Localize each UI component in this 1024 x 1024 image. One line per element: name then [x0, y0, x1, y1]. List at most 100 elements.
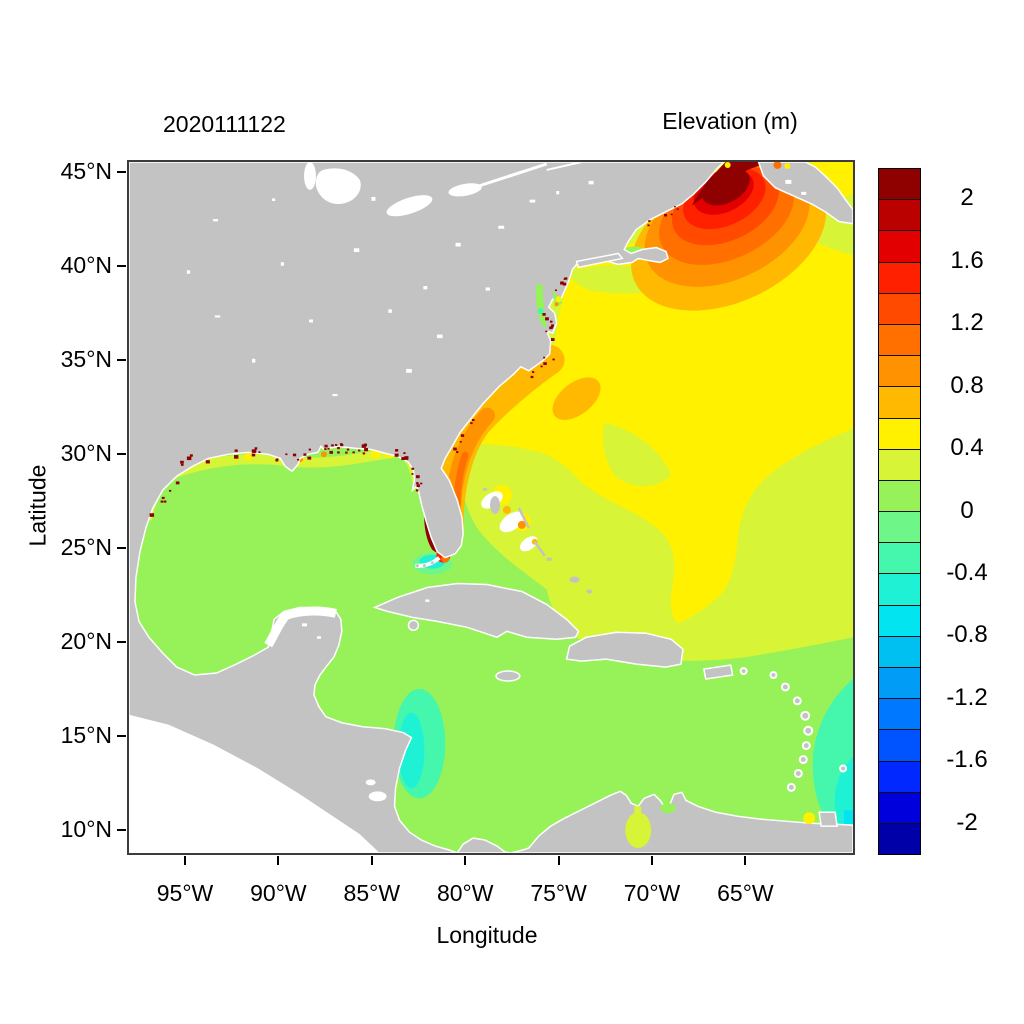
colorbar-tick-label: -0.8	[946, 621, 988, 649]
speckle	[180, 463, 184, 466]
fundy-top-speck1	[724, 162, 731, 168]
speckle	[530, 375, 534, 379]
speckle	[562, 282, 567, 286]
y-tick-mark	[117, 453, 126, 455]
speckle	[362, 452, 366, 455]
speckle	[346, 448, 350, 451]
land-fleck	[388, 309, 392, 313]
land-fleck	[214, 315, 221, 318]
speckle	[364, 448, 369, 452]
island-puerto-rico	[702, 664, 734, 680]
speckle	[308, 448, 311, 451]
timestamp-title: 2020111122	[163, 111, 286, 137]
fundy-core	[701, 168, 750, 206]
colorbar-cell	[879, 169, 920, 200]
speckle	[358, 449, 361, 452]
speckle	[664, 213, 668, 217]
speckle	[416, 484, 420, 488]
land-fleck	[556, 191, 560, 195]
speckle	[460, 434, 465, 437]
island-hispaniola	[565, 631, 684, 668]
colorbar-tick-label: -2	[956, 808, 978, 836]
land-fleck	[213, 219, 219, 222]
lake-maracaibo	[625, 803, 676, 849]
speckle	[324, 448, 327, 451]
speckle	[337, 451, 340, 454]
colorbar-cell	[879, 698, 920, 730]
colorbar-cell	[879, 542, 920, 574]
land-fleck	[272, 198, 276, 202]
colorbar-cell	[879, 573, 920, 605]
y-tick-label: 30°N	[60, 440, 112, 466]
speckle	[411, 473, 414, 475]
y-tick-mark	[117, 265, 126, 267]
colorbar-cell	[879, 230, 920, 262]
chesapeake-bay	[535, 283, 547, 330]
speckle	[404, 456, 409, 460]
land-fleck	[485, 287, 490, 291]
fundy-top-speck2	[773, 162, 782, 169]
colorbar-tick-label: -1.6	[946, 746, 988, 774]
speckle	[401, 457, 405, 461]
y-tick-mark	[117, 641, 126, 643]
colorbar-title: Elevation (m)	[662, 108, 798, 134]
island-cuba	[372, 582, 580, 640]
land-fleck	[353, 248, 360, 253]
colorbar-cell	[879, 822, 920, 855]
speckle	[545, 317, 549, 321]
pacific-outside-domain	[129, 714, 380, 853]
y-tick-mark	[117, 359, 126, 361]
land-white-speckles	[186, 180, 594, 397]
colorbar-cell	[879, 417, 920, 449]
coastal-speckles	[149, 206, 679, 517]
speckle	[160, 500, 164, 503]
x-tick-label: 65°W	[717, 880, 774, 906]
speckle	[551, 324, 554, 327]
x-tick-mark	[464, 856, 467, 865]
colorbar-tick-label: 0.4	[950, 434, 984, 462]
speckle	[361, 444, 367, 448]
speckle	[345, 451, 348, 454]
colorbar-cell	[879, 729, 920, 761]
speckle	[552, 358, 555, 361]
speckle	[394, 453, 399, 457]
speckle	[676, 208, 679, 210]
land-fleck	[588, 180, 594, 185]
speckle	[161, 496, 165, 500]
speckle	[331, 444, 334, 447]
land-fleck	[455, 242, 461, 247]
map-plot-area	[127, 160, 855, 855]
colorbar-cell	[879, 355, 920, 387]
y-tick-mark	[117, 829, 126, 831]
speckle	[149, 513, 155, 517]
x-tick-mark	[557, 856, 560, 865]
speckle	[648, 220, 651, 222]
x-tick-label: 75°W	[530, 880, 587, 906]
x-tick-label: 90°W	[250, 880, 307, 906]
speckle	[163, 500, 167, 503]
y-axis-label: Latitude	[24, 464, 51, 547]
bays-over-land	[415, 162, 791, 568]
land-fleck	[280, 262, 284, 266]
speckle	[297, 458, 300, 461]
land-fleck	[498, 225, 505, 229]
speckle	[168, 489, 172, 492]
speckle	[258, 451, 261, 454]
colorbar-cell	[879, 511, 920, 543]
speckle	[543, 356, 546, 359]
speckle	[549, 320, 553, 323]
speckle	[292, 453, 297, 457]
colorbar-cell	[879, 604, 920, 636]
x-tick-label: 85°W	[343, 880, 401, 906]
land-fleck	[309, 319, 314, 323]
speckle	[459, 440, 462, 443]
y-tick-label: 20°N	[60, 628, 112, 654]
land-fleck	[252, 358, 256, 363]
y-tick-mark	[117, 735, 126, 737]
colorbar-cell	[879, 791, 920, 823]
x-tick-label: 70°W	[623, 880, 681, 906]
land-fleck	[437, 334, 443, 339]
island-long-island	[575, 252, 624, 269]
colorbar-tick-label: 1.6	[950, 246, 984, 274]
